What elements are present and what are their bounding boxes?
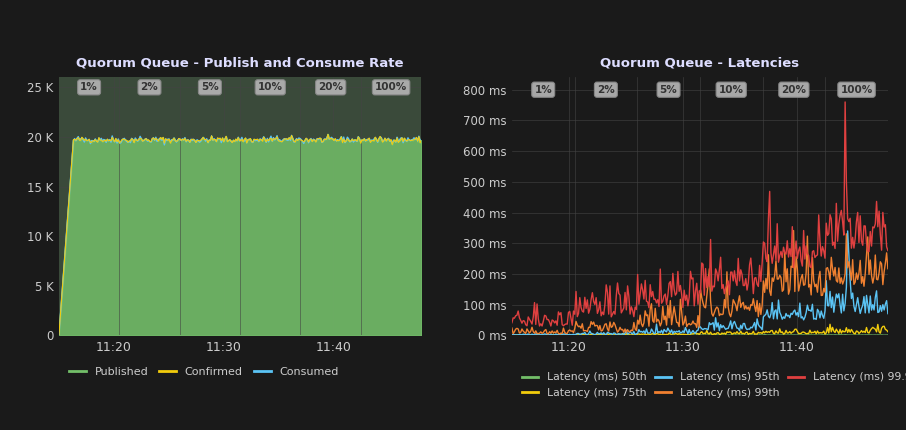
Text: 2%: 2% (140, 82, 159, 92)
Text: 20%: 20% (781, 85, 806, 95)
Text: 5%: 5% (660, 85, 678, 95)
Text: 100%: 100% (841, 85, 872, 95)
Legend: Published, Confirmed, Consumed: Published, Confirmed, Consumed (64, 362, 343, 381)
Title: Quorum Queue - Latencies: Quorum Queue - Latencies (601, 56, 799, 69)
Text: 1%: 1% (81, 82, 98, 92)
Text: 100%: 100% (375, 82, 407, 92)
Text: 10%: 10% (258, 82, 283, 92)
Text: 1%: 1% (535, 85, 552, 95)
Text: 5%: 5% (201, 82, 218, 92)
Legend: Latency (ms) 50th, Latency (ms) 75th, Latency (ms) 95th, Latency (ms) 99th, Late: Latency (ms) 50th, Latency (ms) 75th, La… (517, 368, 906, 402)
Text: 20%: 20% (318, 82, 343, 92)
Text: 10%: 10% (718, 85, 744, 95)
Text: 2%: 2% (597, 85, 615, 95)
Title: Quorum Queue - Publish and Consume Rate: Quorum Queue - Publish and Consume Rate (76, 56, 404, 69)
